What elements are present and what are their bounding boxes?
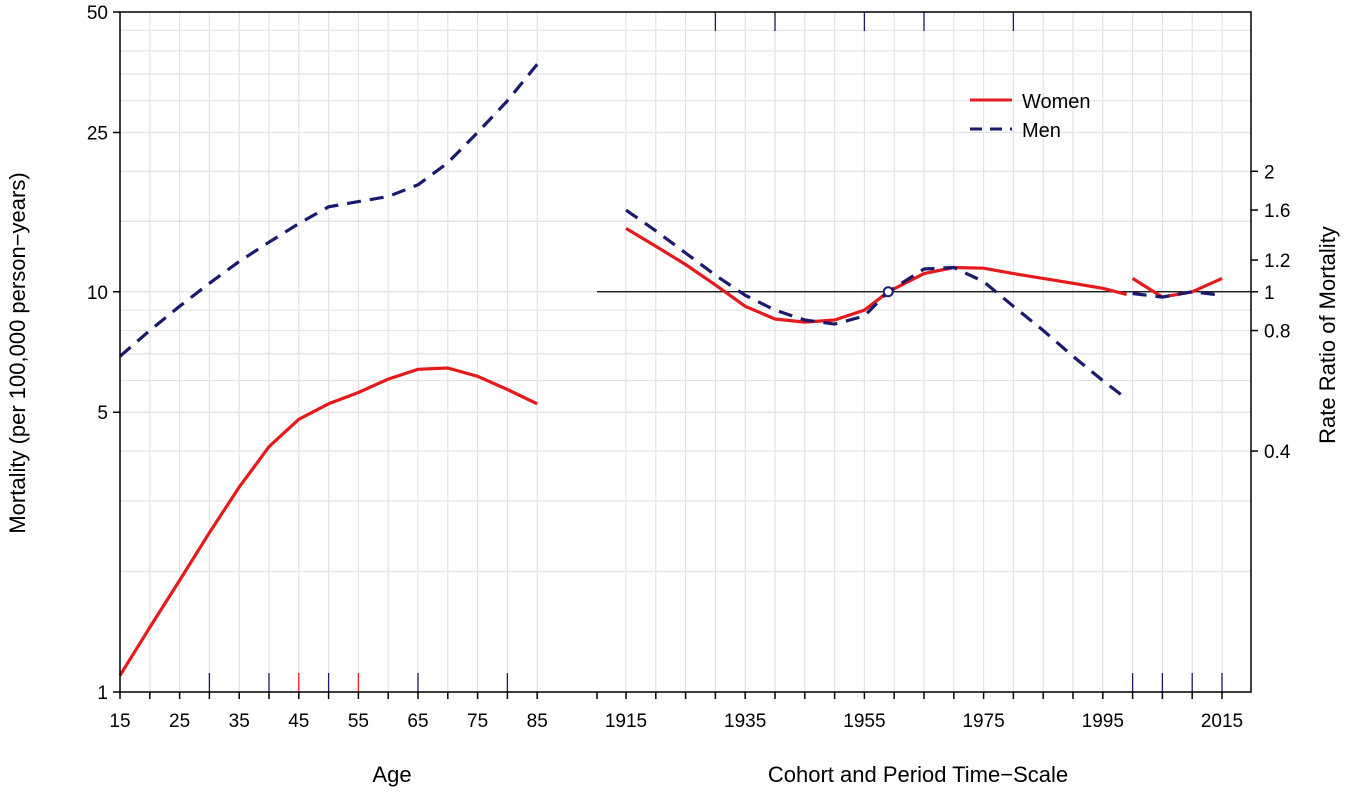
series-lines xyxy=(118,63,1251,677)
reference-point xyxy=(882,286,894,298)
age-series-women xyxy=(118,366,538,677)
legend: Women Men xyxy=(970,91,1091,142)
y-right-tick-label: 1 xyxy=(1264,283,1275,304)
x-tick-label-age: 85 xyxy=(527,711,548,732)
y-right-tick-label: 1.2 xyxy=(1264,251,1290,272)
period-series-men xyxy=(1132,290,1223,299)
x-tick-label-age: 25 xyxy=(169,711,190,732)
x-tick-label-cohort-period: 1955 xyxy=(843,711,885,732)
x-tick-label-cohort-period: 1975 xyxy=(962,711,1004,732)
x-tick-label-cohort-period: 1915 xyxy=(605,711,647,732)
y-left-tick-label: 25 xyxy=(87,123,108,144)
legend-label-men: Men xyxy=(1022,120,1061,142)
x-axis-label-age: Age xyxy=(372,762,411,787)
x-tick-label-age: 65 xyxy=(407,711,428,732)
y-right-tick-label: 0.4 xyxy=(1264,442,1291,463)
period-series-women xyxy=(1131,276,1223,299)
y-axis-left-label: Mortality (per 100,000 person−years) xyxy=(5,172,30,533)
y-left-tick-label: 10 xyxy=(87,283,108,304)
x-tick-label-age: 55 xyxy=(348,711,369,732)
axis-ticks: 50 25 10 5 1 2 1.6 1.2 1 0.8 0.4 15 25 35 45 55 65 75 85 19… xyxy=(87,3,1291,732)
y-left-tick-label: 1 xyxy=(97,683,108,704)
grid xyxy=(119,11,1251,693)
x-tick-label-age: 45 xyxy=(288,711,309,732)
x-tick-label-cohort-period: 1995 xyxy=(1082,711,1124,732)
y-right-tick-label: 0.8 xyxy=(1264,322,1290,343)
y-left-tick-label: 5 xyxy=(97,403,108,424)
x-tick-label-age: 15 xyxy=(109,711,130,732)
y-right-tick-label: 1.6 xyxy=(1264,201,1290,222)
y-right-tick-label: 2 xyxy=(1264,162,1275,183)
rug-marks xyxy=(208,12,1223,692)
x-tick-label-cohort-period: 2015 xyxy=(1201,711,1243,732)
y-left-tick-label: 50 xyxy=(87,3,108,24)
y-axis-right-label: Rate Ratio of Mortality xyxy=(1315,226,1340,444)
x-tick-label-age: 35 xyxy=(229,711,250,732)
cohort-series-men xyxy=(625,208,1128,401)
x-tick-label-age: 75 xyxy=(467,711,488,732)
age-series-men xyxy=(118,63,539,358)
x-tick-label-cohort-period: 1935 xyxy=(724,711,766,732)
legend-label-women: Women xyxy=(1022,91,1091,113)
x-axis-label-cohort-period: Cohort and Period Time−Scale xyxy=(768,762,1068,787)
cohort-series-women xyxy=(625,227,1127,324)
